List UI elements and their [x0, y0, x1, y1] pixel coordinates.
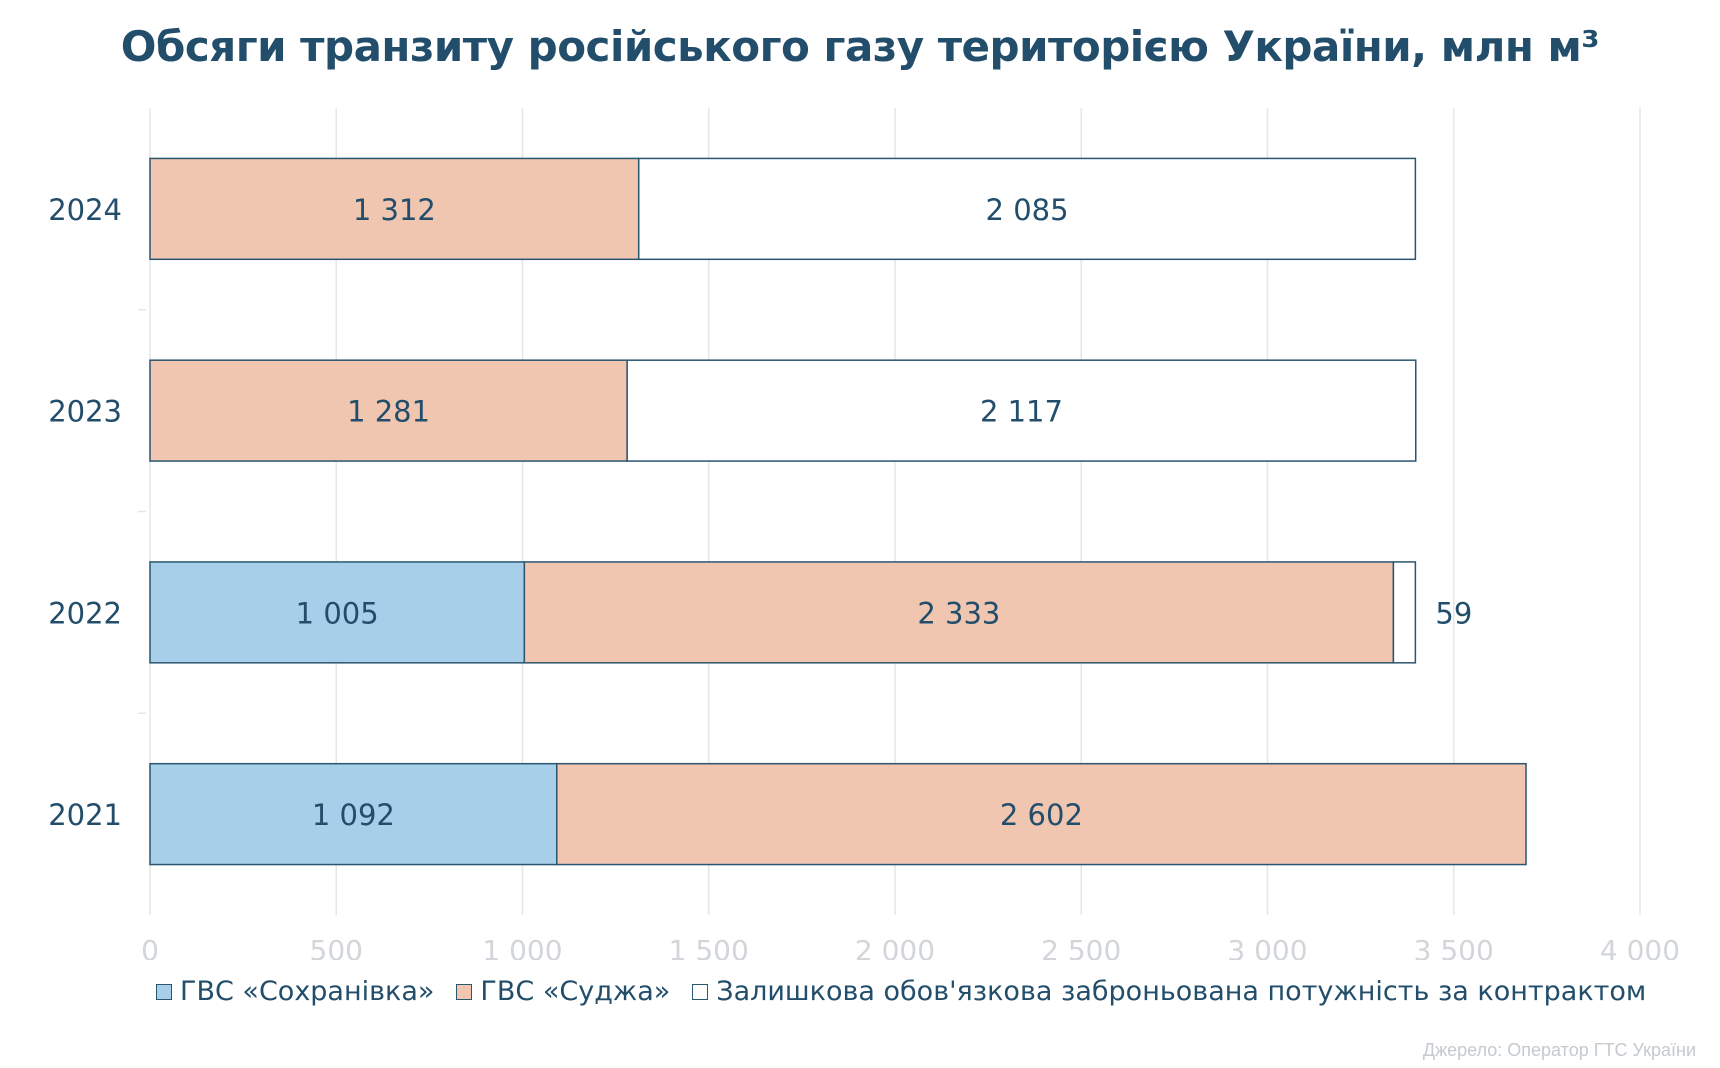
x-tick-label-4: 2 000	[855, 934, 935, 960]
x-tick-label-1: 500	[310, 934, 363, 960]
bar-2023-series-2	[626, 359, 1417, 462]
data-label-2023-series-2: 2 117	[980, 395, 1063, 429]
source-note: Джерело: Оператор ГТС України	[1422, 1040, 1696, 1060]
data-label-2024-series-2: 2 085	[986, 193, 1069, 227]
chart-title: Обсяги транзиту російського газу територ…	[120, 22, 1600, 71]
data-label-2022-series-1: 2 333	[917, 596, 1000, 630]
x-tick-label-7: 3 500	[1414, 934, 1494, 960]
bar-2021-series-0	[149, 762, 558, 866]
data-label-2021-series-1: 2 602	[1000, 798, 1083, 832]
legend-label-sokhranivka: ГВС «Сохранівка»	[180, 976, 435, 1007]
y-category-label-2021: 2021	[48, 798, 122, 832]
data-label-2024-series-1: 1 312	[353, 193, 436, 227]
bar-2022-series-1	[523, 561, 1395, 664]
bar-2023-series-1	[149, 359, 628, 462]
data-label-2021-series-0: 1 092	[312, 798, 395, 832]
y-category-label-2022: 2022	[48, 596, 122, 630]
bar-2024-series-1	[149, 157, 640, 261]
bar-2021-series-1	[556, 762, 1527, 866]
bar-2022-series-2	[1392, 561, 1417, 664]
y-category-label-2024: 2024	[48, 193, 122, 227]
legend-item-sokhranivka: ГВС «Сохранівка»	[156, 976, 434, 1007]
legend-item-remaining-capacity: Залишкова обов'язкова заброньована потуж…	[692, 976, 1646, 1007]
bar-2022-series-0	[149, 561, 526, 664]
legend-swatch-sokhranivka	[156, 983, 172, 1000]
bar-2024-series-2	[637, 157, 1417, 261]
legend-item-sudzha: ГВС «Суджа»	[456, 976, 670, 1007]
legend-swatch-sudzha	[456, 983, 473, 1000]
x-tick-label-2: 1 000	[482, 934, 562, 960]
legend: ГВС «Сохранівка» ГВС «Суджа» Залишкова о…	[156, 976, 1668, 1007]
legend-label-remaining-capacity: Залишкова обов'язкова заброньована потуж…	[716, 976, 1647, 1007]
legend-swatch-remaining-capacity	[692, 983, 709, 1000]
legend-label-sudzha: ГВС «Суджа»	[480, 976, 671, 1007]
x-tick-label-8: 4 000	[1600, 934, 1680, 960]
x-tick-label-5: 2 500	[1041, 934, 1121, 960]
data-label-2023-series-1: 1 281	[347, 395, 430, 429]
x-tick-label-3: 1 500	[669, 934, 749, 960]
y-category-label-2023: 2023	[48, 395, 122, 429]
data-label-2022-series-0: 1 005	[296, 596, 379, 630]
data-label-2022-series-2: 59	[1435, 596, 1472, 630]
x-tick-label-6: 3 000	[1227, 934, 1307, 960]
x-tick-label-0: 0	[141, 934, 159, 960]
chart-plot: 0 500 1 000 1 500 2 000 2 500 3 000 3 500 4 000 2…	[48, 108, 1680, 960]
